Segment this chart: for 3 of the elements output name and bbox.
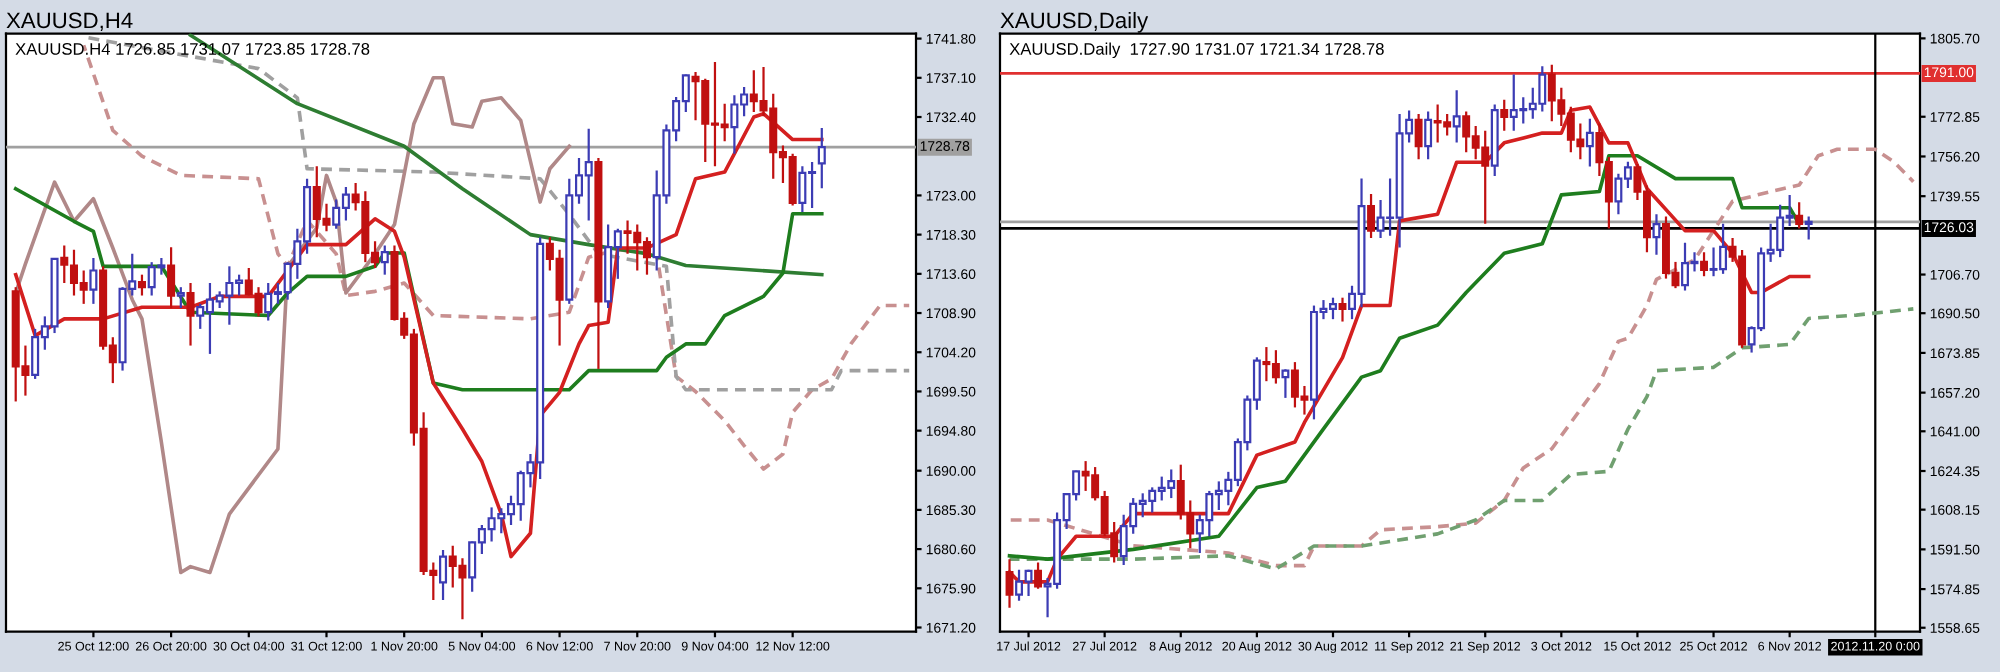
text: XAUUSD.Daily 1727.90 1731.07 1721.34 1728.78 (1009, 42, 1384, 59)
chart-title: XAUUSD,Daily (1000, 11, 1149, 33)
chart-title: XAUUSD,H4 (6, 12, 133, 31)
